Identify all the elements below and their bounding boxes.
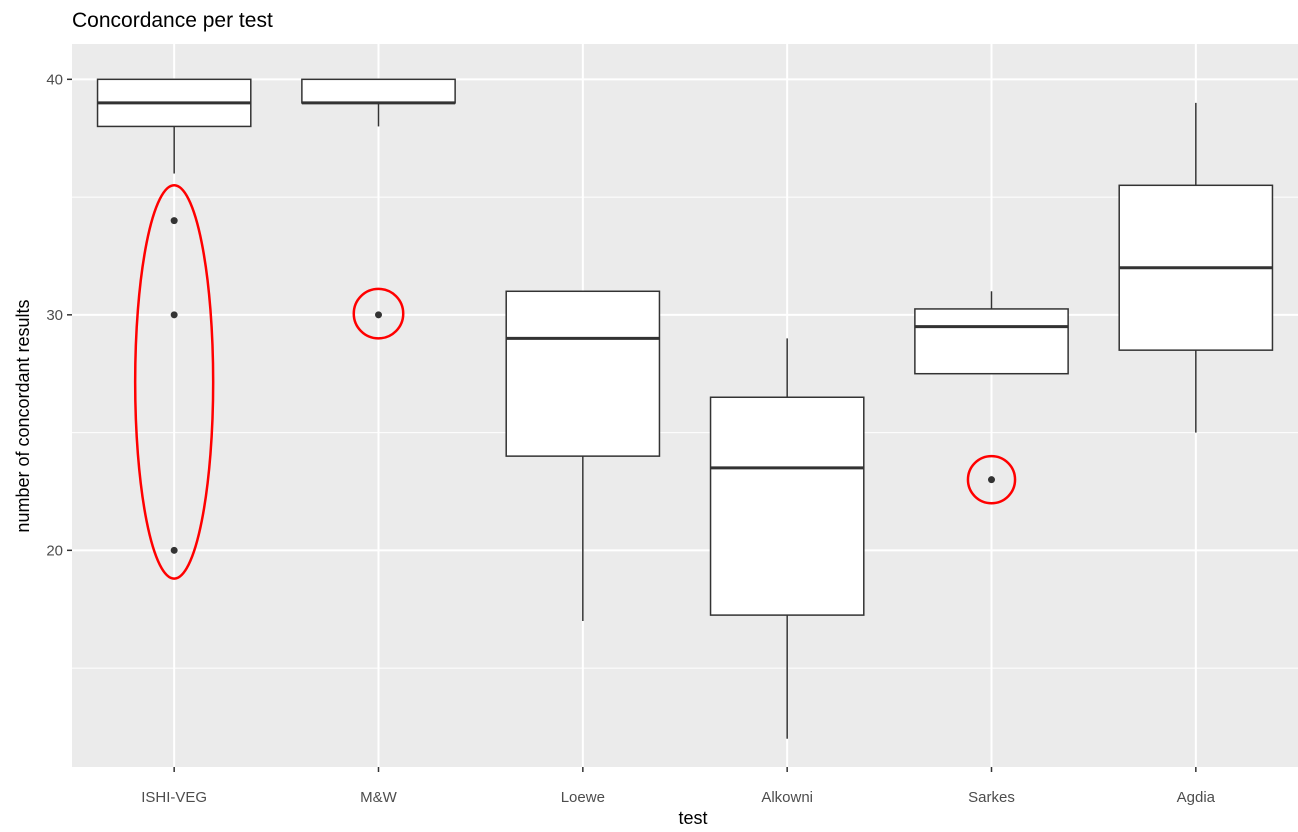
y-tick-label: 40 [46,71,63,88]
y-tick-label: 20 [46,542,63,559]
x-tick-label: Alkowni [761,789,813,806]
outlier-point [375,311,382,319]
outlier-point [170,217,178,225]
x-axis-title: test [678,808,707,828]
x-tick-label: Sarkes [968,789,1015,806]
annotation-ellipse [133,184,215,580]
x-tick-label: ISHI-VEG [141,789,207,806]
x-tick-label: Agdia [1177,789,1216,806]
y-axis-title: number of concordant results [13,299,33,532]
x-tick-label: M&W [360,789,398,806]
box-sarkes [914,291,1069,484]
outlier-point [988,476,995,484]
box-alkowni [709,338,865,739]
box-iqr [914,308,1069,375]
x-axis: ISHI-VEG M&W Loewe Alkowni Sarkes Agdia [141,767,1216,806]
annotation-ellipse [966,454,1017,505]
box-loewe [505,290,661,621]
y-axis: 20 30 40 [46,71,72,559]
box-iqr [709,396,865,616]
annotations-layer [133,184,1017,580]
x-tick-label: Loewe [561,789,605,806]
annotation-ellipse [352,287,405,340]
outlier-point [170,546,178,554]
chart-title: Concordance per test [72,9,273,32]
outlier-point [170,311,178,319]
box-ishi-veg [96,78,252,554]
boxes-layer [96,78,1274,739]
box-iqr [301,78,456,104]
box-m-w [301,78,456,319]
y-tick-label: 30 [46,307,63,324]
box-iqr [505,290,661,457]
plot-panel [72,44,1298,767]
box-agdia [1118,102,1274,433]
